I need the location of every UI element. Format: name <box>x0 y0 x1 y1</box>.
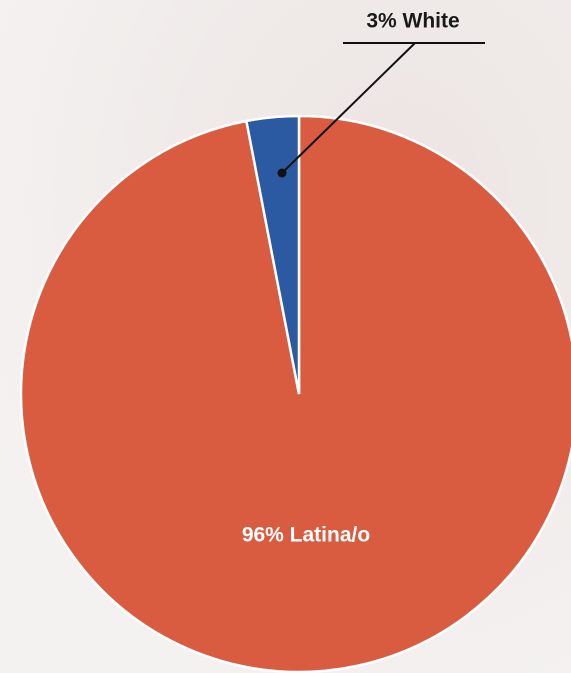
chart: 96% Latina/o 3% White <box>0 0 571 673</box>
slice-label: 96% Latina/o <box>242 524 370 547</box>
callout-dot <box>278 169 287 178</box>
slice-label: 3% White <box>366 10 459 33</box>
page: {"chart_data": {"type": "pie", "categori… <box>0 0 571 673</box>
